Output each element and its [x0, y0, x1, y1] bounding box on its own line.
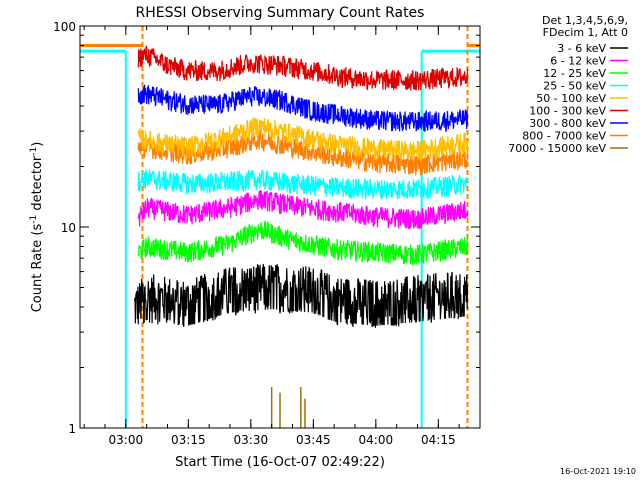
x-tick-label: 03:45	[296, 433, 331, 447]
series-line-1	[137, 189, 469, 230]
legend-label: 12 - 25 keV	[543, 67, 606, 80]
legend-label: 7000 - 15000 keV	[508, 142, 606, 155]
x-axis-label: Start Time (16-Oct-07 02:49:22)	[175, 455, 385, 470]
legend: Det 1,3,4,5,6,9,FDecim 1, Att 0 3 - 6 keV…	[508, 14, 628, 155]
series-line-3	[137, 169, 469, 201]
x-tick-label: 04:15	[421, 433, 456, 447]
y-axis-label: Count Rate (s-1 detector-1)	[29, 142, 45, 313]
legend-label: 6 - 12 keV	[550, 55, 606, 68]
series-line-5	[137, 45, 469, 91]
y-tick-label: 100	[53, 20, 76, 34]
x-tick-label: 03:15	[171, 433, 206, 447]
legend-header: FDecim 1, Att 0	[543, 26, 628, 39]
x-tick-label: 04:00	[359, 433, 394, 447]
legend-label: 100 - 300 keV	[529, 105, 606, 118]
legend-label: 25 - 50 keV	[543, 80, 606, 93]
legend-header: Det 1,3,4,5,6,9,	[542, 14, 628, 27]
plot-area	[80, 26, 480, 428]
series-line-0	[133, 263, 469, 328]
footer-timestamp: 16-Oct-2021 19:10	[560, 467, 636, 476]
legend-label: 3 - 6 keV	[557, 42, 606, 55]
chart-title: RHESSI Observing Summary Count Rates	[136, 5, 425, 21]
series-line-4	[137, 117, 469, 162]
x-tick-label: 03:30	[234, 433, 269, 447]
legend-label: 50 - 100 keV	[536, 92, 606, 105]
legend-label: 300 - 800 keV	[529, 117, 606, 130]
legend-label: 800 - 7000 keV	[522, 130, 606, 143]
series-line-6	[137, 84, 469, 132]
x-tick-label: 03:00	[109, 433, 144, 447]
y-tick-label: 10	[61, 221, 76, 235]
y-tick-label: 1	[68, 422, 76, 436]
series-line-2	[137, 220, 469, 266]
